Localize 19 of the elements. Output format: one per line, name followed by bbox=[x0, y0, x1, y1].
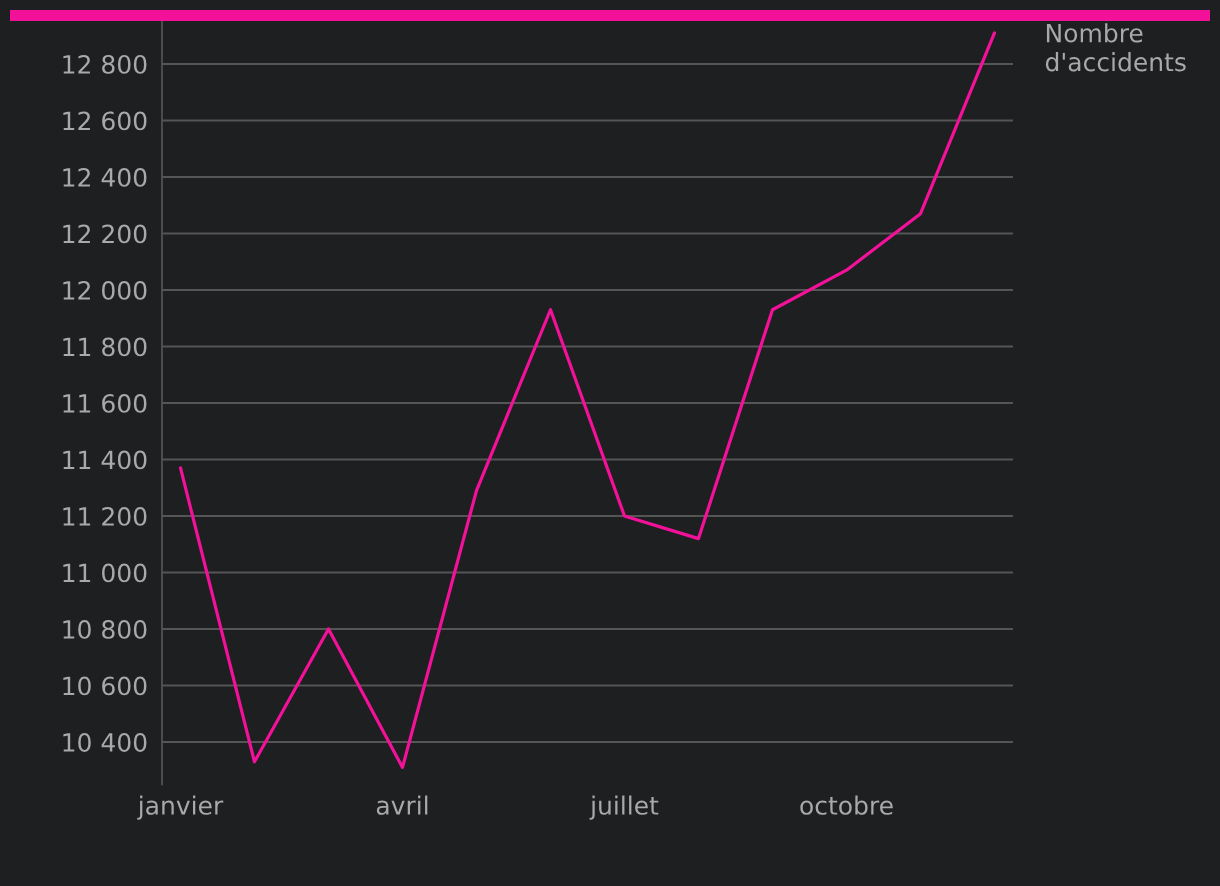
y-tick-label: 12 400 bbox=[63, 167, 147, 187]
y-tick-label: 11 800 bbox=[63, 337, 147, 357]
y-tick-label: 10 400 bbox=[63, 732, 147, 752]
line-series bbox=[178, 31, 997, 770]
x-tick-label: janvier bbox=[137, 795, 224, 820]
y-tick-label: 11 200 bbox=[63, 506, 147, 526]
y-tick-label: 11 600 bbox=[63, 393, 147, 413]
y-tick-label: 12 600 bbox=[63, 111, 147, 131]
x-tick-label: avril bbox=[376, 795, 428, 815]
y-tick-label: 10 600 bbox=[63, 676, 147, 696]
x-tick-label: octobre bbox=[800, 795, 893, 815]
x-tick-label: juillet bbox=[589, 795, 659, 820]
y-tick-label: 10 800 bbox=[63, 619, 147, 639]
y-tick-label: 11 000 bbox=[63, 563, 147, 583]
text: Nombre d'accidents bbox=[1045, 23, 1186, 72]
y-tick-label: 12 800 bbox=[63, 54, 147, 74]
y-tick-label: 12 200 bbox=[63, 224, 147, 244]
y-tick-label: 12 000 bbox=[63, 280, 147, 300]
y-tick-label: 11 400 bbox=[63, 450, 147, 470]
